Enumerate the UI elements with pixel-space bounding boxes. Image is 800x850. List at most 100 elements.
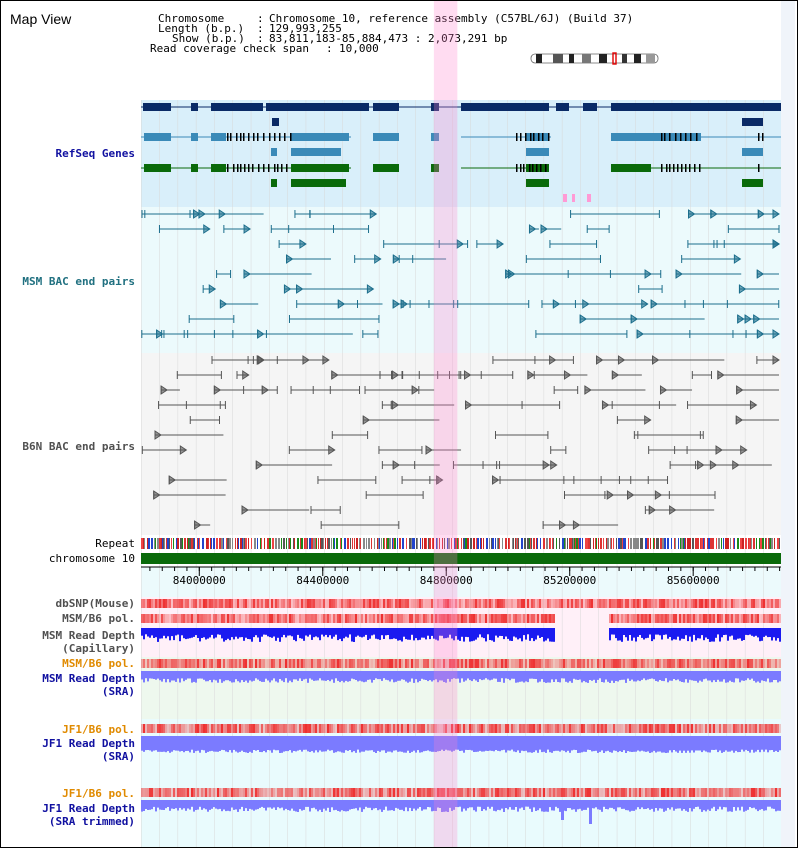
jf1-pol-1-cell [423, 724, 425, 733]
jf1-pol-1-cell [455, 724, 457, 733]
quantitative-tracks[interactable] [141, 599, 781, 824]
chromosome-bar[interactable] [141, 553, 781, 564]
msm-pol-sra-cell [597, 659, 599, 668]
jf1-depth-sra-bar [179, 736, 181, 752]
exon-tick [253, 133, 255, 141]
msm-pol-cap-cell [191, 614, 193, 623]
jf1-pol-2-cell [351, 788, 353, 797]
msm-pol-sra-cell [601, 659, 603, 668]
msm-pol-cap-cell [341, 614, 343, 623]
repeat-element [177, 538, 179, 549]
msm-pol-cap-cell [379, 614, 381, 623]
msm-pol-sra-cell [585, 659, 587, 668]
jf1-depth-sra-bar [345, 736, 347, 751]
msm-pol-cap-cell [187, 614, 189, 623]
msm-depth-cap-bar [619, 628, 621, 641]
msm-depth-sra-bar [735, 671, 737, 679]
jf1-pol-2-cell [289, 788, 291, 797]
jf1-pol-1-cell [329, 724, 331, 733]
jf1-depth-sra-bar [693, 736, 695, 753]
jf1-depth-trim-bar [359, 800, 361, 808]
msm-bac-arrow [737, 314, 745, 324]
jf1-pol-2-cell [651, 788, 653, 797]
jf1-depth-sra-bar [681, 736, 683, 753]
jf1-depth-sra-bar [239, 736, 241, 752]
jf1-pol-1-cell [335, 724, 337, 733]
jf1-depth-sra-bar [621, 736, 623, 752]
msm-pol-cap-cell [487, 614, 489, 623]
dbsnp-cell [761, 599, 763, 608]
repeat-element [725, 538, 727, 549]
msm-depth-sra-bar [371, 671, 373, 683]
msm-depth-sra-bar [571, 671, 573, 683]
jf1-pol-2-cell [605, 788, 607, 797]
jf1-depth-trim-bar [771, 800, 773, 809]
msm-depth-cap-bar [471, 628, 473, 642]
b6n-bac-track[interactable] [141, 355, 780, 530]
chromosome-ideogram[interactable] [530, 52, 659, 65]
repeat-element [701, 538, 703, 549]
repeat-track[interactable] [141, 538, 781, 549]
jf1-pol-1-cell [485, 724, 487, 733]
jf1-depth-trim-bar [761, 800, 763, 810]
jf1-pol-2-cell [677, 788, 679, 797]
dbsnp-cell [283, 599, 285, 608]
b6n-bac-arrow [241, 505, 249, 515]
msm-depth-cap-bar [717, 628, 719, 635]
jf1-pol-2-cell [563, 788, 565, 797]
dbsnp-cell [459, 599, 461, 608]
msm-pol-sra-cell [157, 659, 159, 668]
msm-depth-cap-bar [495, 628, 497, 636]
jf1-depth-sra-bar [387, 736, 389, 752]
repeat-element [463, 538, 464, 549]
jf1-depth-trim-bar [759, 800, 761, 810]
jf1-pol-1-cell [283, 724, 285, 733]
dbsnp-cell [673, 599, 675, 608]
jf1-depth-trim-bar [587, 800, 589, 808]
jf1-depth-trim-bar [457, 800, 459, 808]
jf1-pol-1-cell [447, 724, 449, 733]
jf1-pol-1-cell [733, 724, 735, 733]
refseq-track[interactable] [141, 103, 781, 202]
repeat-element [144, 538, 145, 549]
msm-depth-sra-bar [397, 671, 399, 681]
msm-pol-sra-cell [565, 659, 567, 668]
dbsnp-cell [697, 599, 699, 608]
msm-depth-cap-bar [475, 628, 477, 640]
jf1-depth-sra-bar [723, 736, 725, 752]
jf1-depth-sra-bar [521, 736, 523, 751]
msm-depth-cap-bar [209, 628, 211, 638]
jf1-pol-1-cell [205, 724, 207, 733]
msm-depth-cap-bar [201, 628, 203, 638]
jf1-depth-sra-bar [645, 736, 647, 752]
jf1-pol-2-cell [467, 788, 469, 797]
repeat-element [611, 538, 612, 549]
jf1-pol-2-cell [173, 788, 175, 797]
jf1-pol-2-cell [279, 788, 281, 797]
exon-tick [529, 164, 531, 172]
jf1-pol-2-cell [381, 788, 383, 797]
repeat-element [243, 538, 244, 549]
jf1-depth-sra-bar [319, 736, 321, 751]
jf1-depth-trim-bar [479, 800, 481, 807]
msm-bac-track[interactable] [141, 209, 780, 339]
msm-depth-cap-bar [169, 628, 171, 641]
exon-tick [227, 164, 229, 172]
dbsnp-cell [465, 599, 467, 608]
msm-depth-cap-bar [637, 628, 639, 637]
jf1-pol-1-cell [759, 724, 761, 733]
jf1-depth-sra-bar [779, 736, 781, 751]
exon-tick [274, 164, 276, 172]
msm-depth-sra-bar [271, 671, 273, 681]
repeat-label: Repeat [95, 537, 135, 550]
b6n-bac-arrow [194, 520, 202, 530]
msm-pol-sra-cell [245, 659, 247, 668]
jf1-pol-2-cell [611, 788, 613, 797]
dbsnp-cell [425, 599, 427, 608]
msm-pol-cap-cell [491, 614, 493, 623]
jf1-depth-trim-bar [247, 800, 249, 811]
msm-depth-cap-bar [165, 628, 167, 639]
dbsnp-cell [177, 599, 179, 608]
jf1-depth-sra-bar [733, 736, 735, 753]
